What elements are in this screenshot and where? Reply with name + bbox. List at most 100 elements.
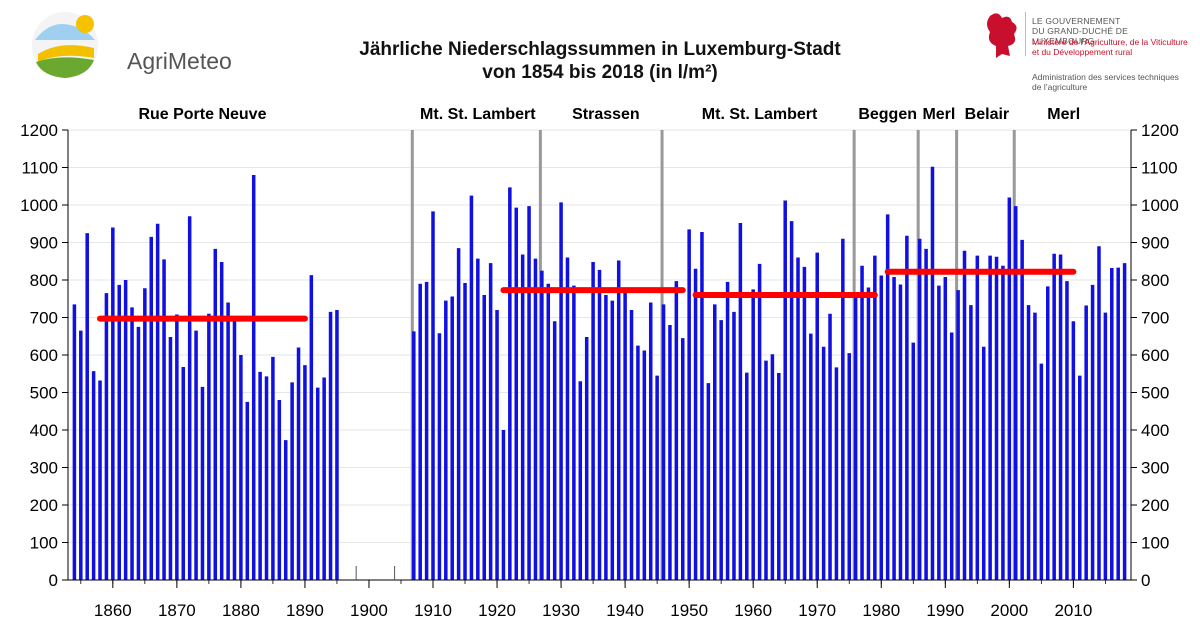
bar — [194, 330, 198, 580]
bar — [693, 268, 698, 580]
bar — [975, 255, 980, 580]
bar — [911, 342, 916, 580]
bar — [72, 304, 77, 580]
bar — [546, 283, 551, 580]
ministry-line-1: Ministère de l’Agriculture, de la Viticu… — [1032, 37, 1188, 47]
bar — [802, 266, 807, 580]
x-tick-label: 1890 — [286, 601, 324, 620]
x-tick-label: 1970 — [798, 601, 836, 620]
bar — [335, 310, 339, 580]
bar — [251, 175, 256, 580]
bar — [604, 295, 608, 580]
bar — [104, 293, 109, 580]
y-tick-label-right: 600 — [1141, 346, 1169, 365]
bar — [219, 262, 224, 580]
bar — [258, 371, 262, 580]
bar — [738, 223, 743, 580]
bar — [809, 333, 813, 580]
bar — [162, 259, 166, 580]
bar — [930, 166, 935, 580]
bar — [584, 337, 589, 580]
station-label: Rue Porte Neuve — [138, 106, 266, 123]
bar — [1045, 286, 1050, 580]
bar — [751, 289, 755, 580]
bar — [789, 221, 794, 580]
station-label: Beggen — [858, 106, 917, 123]
bar — [636, 345, 640, 580]
bar — [431, 211, 435, 580]
y-tick-label-right: 700 — [1141, 309, 1169, 328]
bar — [616, 260, 621, 580]
chart-title-line-1: Jährliche Niederschlagssummen in Luxembu… — [359, 39, 841, 60]
y-tick-label: 500 — [30, 384, 58, 403]
y-tick-label: 0 — [49, 571, 58, 590]
bar — [1020, 239, 1024, 580]
lion-crest-icon — [987, 13, 1017, 58]
bar — [136, 326, 141, 580]
y-tick-label: 700 — [30, 309, 58, 328]
x-tick-label: 1980 — [862, 601, 900, 620]
bar — [175, 314, 179, 580]
bar — [469, 195, 474, 580]
bar — [1084, 305, 1088, 580]
bar — [777, 373, 781, 580]
gov-line-2: DU GRAND-DUCHÉ DE LUXEMBOURG — [1032, 26, 1128, 46]
station-label: Mt. St. Lambert — [420, 106, 536, 123]
bar — [328, 311, 333, 580]
bar — [1052, 253, 1056, 580]
bar — [79, 330, 83, 580]
bar — [85, 233, 89, 580]
administration-line-2: de l’agriculture — [1032, 82, 1088, 92]
bar — [271, 356, 275, 580]
bar — [187, 216, 192, 580]
x-tick-label: 1910 — [414, 601, 452, 620]
x-tick-label: 1920 — [478, 601, 516, 620]
bar — [1122, 263, 1127, 580]
station-labels: Rue Porte Neuve Mt. St. Lambert Strassen Mt… — [138, 106, 1080, 123]
government-logo: LE GOUVERNEMENT DU GRAND-DUCHÉ DE LUXEMB… — [980, 10, 1190, 95]
bar — [245, 401, 250, 580]
y-tick-label: 1100 — [21, 159, 58, 178]
bar — [1090, 284, 1095, 580]
bar — [91, 371, 96, 580]
bar — [514, 207, 519, 580]
bar — [213, 248, 218, 580]
x-tick-label: 1960 — [734, 601, 772, 620]
bar — [853, 295, 858, 580]
bar — [200, 386, 205, 580]
bar — [988, 255, 992, 580]
bar — [527, 206, 531, 580]
y-tick-label: 1200 — [20, 121, 58, 140]
bar — [1097, 246, 1101, 580]
bar — [552, 321, 557, 580]
y-tick-label-right: 200 — [1141, 496, 1169, 515]
bar — [444, 300, 448, 580]
bar — [680, 338, 685, 580]
bar — [123, 280, 128, 580]
bar — [239, 355, 243, 580]
x-tick-label: 1880 — [222, 601, 260, 620]
gov-line-1: LE GOUVERNEMENT — [1032, 16, 1121, 26]
bar — [866, 287, 871, 580]
bar — [155, 223, 160, 580]
bar — [943, 277, 948, 580]
bar — [488, 263, 493, 580]
bar — [757, 263, 762, 580]
bar — [1065, 281, 1069, 580]
bar — [981, 346, 986, 580]
bar — [847, 353, 852, 580]
bar — [149, 236, 154, 580]
bar — [540, 270, 544, 580]
bar — [315, 387, 320, 580]
bar — [597, 269, 602, 580]
bar — [418, 283, 422, 580]
station-label: Merl — [922, 106, 955, 123]
bar — [700, 232, 704, 580]
bar — [828, 313, 832, 580]
bar — [264, 376, 269, 580]
bar — [1007, 197, 1012, 580]
bar — [130, 307, 134, 580]
bar — [713, 304, 717, 580]
y-tick-label-right: 1100 — [1141, 159, 1178, 178]
chart-title-line-2: von 1854 bis 2018 (in l/m²) — [482, 62, 718, 83]
